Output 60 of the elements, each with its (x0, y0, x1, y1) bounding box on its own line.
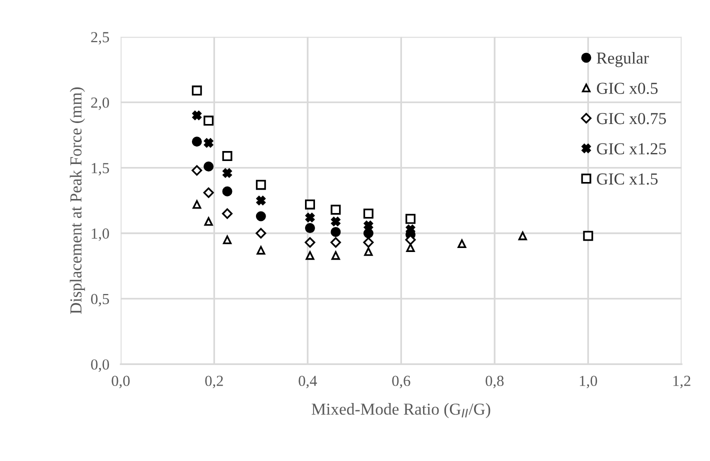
x-tick-label: 0,8 (486, 376, 504, 388)
point (192, 86, 202, 96)
point (305, 199, 316, 210)
point (204, 116, 214, 126)
point (363, 228, 374, 238)
point (306, 251, 314, 260)
point (405, 214, 416, 224)
x-tick-label: 0,4 (298, 376, 317, 388)
point (305, 212, 315, 222)
legend-label: GIC x0.5 (596, 82, 658, 94)
point (583, 230, 594, 241)
point (256, 246, 266, 255)
point (222, 208, 233, 219)
x-tick-label: 0,6 (392, 376, 410, 388)
point (204, 138, 214, 148)
point (458, 239, 466, 248)
point (256, 228, 266, 239)
point (518, 232, 527, 240)
point (192, 136, 202, 147)
point (330, 226, 341, 237)
y-tick-label: 2,5 (91, 32, 109, 45)
legend-label: Regular (596, 52, 649, 68)
point (222, 236, 232, 244)
point (304, 237, 316, 248)
point (256, 180, 266, 190)
point (364, 247, 373, 256)
point (363, 208, 374, 219)
point (256, 211, 266, 222)
point (330, 237, 341, 248)
point (406, 224, 416, 234)
y-tick-label: 1,5 (92, 163, 109, 176)
point (192, 200, 202, 209)
point (305, 223, 316, 234)
point (363, 237, 374, 248)
point (222, 168, 232, 178)
x-axis-title: Mixed-Mode Ratio (G$_{II}$/G) (312, 403, 490, 418)
y-tick-label: 2,0 (91, 97, 110, 110)
x-tick-label: 1,0 (580, 376, 598, 388)
point (331, 251, 340, 260)
point (204, 217, 213, 226)
y-tick-label: 0,5 (91, 294, 109, 306)
y-axis-title: Displacement at Peak Force (mm) (70, 87, 85, 314)
point (203, 187, 214, 198)
y-tick-label: 1,0 (92, 228, 110, 241)
point (204, 161, 214, 172)
legend-label: GIC x1.25 (596, 143, 666, 154)
x-tick-label: 0,2 (205, 376, 223, 388)
point (192, 110, 202, 120)
point (222, 151, 232, 162)
legend-label: GIC x1.5 (596, 173, 658, 185)
x-tick-label: 1,2 (673, 376, 690, 388)
point (330, 204, 341, 215)
point (222, 186, 232, 196)
y-tick-label: 0,0 (91, 359, 110, 372)
x-tick-label: 0,0 (112, 376, 130, 388)
point (256, 196, 266, 206)
point (331, 216, 340, 226)
legend-label: GIC x0.75 (596, 112, 666, 124)
point (192, 165, 202, 176)
point (364, 220, 374, 230)
